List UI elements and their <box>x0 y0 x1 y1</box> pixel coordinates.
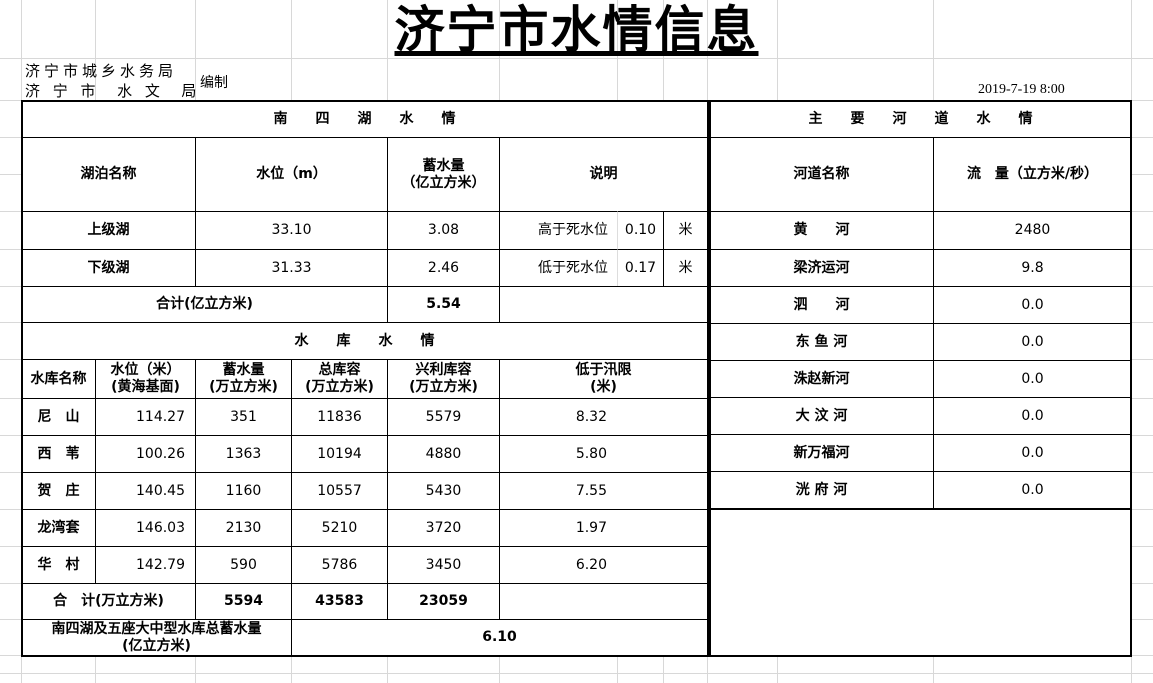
reservoir-column-header: 兴利库容 (万立方米) <box>387 359 500 399</box>
reservoir-level: 114.27 <box>95 398 196 436</box>
reservoir-column-header: 总库容 (万立方米) <box>291 359 388 399</box>
river-flow: 0.0 <box>933 360 1132 398</box>
river-name: 洸 府 河 <box>709 471 934 509</box>
river-name: 梁济运河 <box>709 249 934 287</box>
reservoir-below-flood-limit: 8.32 <box>499 398 708 436</box>
grand-total-label: 南四湖及五座大中型水库总蓄水量 (亿立方米) <box>21 619 292 656</box>
reservoir-name: 西 苇 <box>21 435 96 473</box>
river-column-header: 流 量（立方米/秒） <box>933 137 1132 212</box>
reservoir-total-storage: 5594 <box>195 583 292 620</box>
river-name: 泗 河 <box>709 286 934 324</box>
reservoir-column-header: 水库名称 <box>21 359 96 399</box>
org-name-1: 济宁市城乡水务局 <box>25 62 178 80</box>
river-flow: 0.0 <box>933 286 1132 324</box>
reservoir-column-header: 蓄水量 (万立方米) <box>195 359 292 399</box>
lake-level: 31.33 <box>195 249 388 287</box>
lake-note: 低于死水位 <box>499 249 618 287</box>
lake-unit: 米 <box>663 249 708 287</box>
reservoir-total-label: 合 计(万立方米) <box>21 583 196 620</box>
reservoir-storage: 1160 <box>195 472 292 510</box>
reservoir-below-flood-limit: 5.80 <box>499 435 708 473</box>
reservoir-storage: 1363 <box>195 435 292 473</box>
gridline <box>0 673 1153 674</box>
lake-column-header: 湖泊名称 <box>21 137 196 212</box>
lake-total-value: 5.54 <box>387 286 500 323</box>
reservoir-level: 142.79 <box>95 546 196 584</box>
reservoir-total-capacity: 43583 <box>291 583 388 620</box>
reservoir-level: 146.03 <box>95 509 196 547</box>
river-flow: 0.0 <box>933 397 1132 435</box>
report-date: 2019-7-19 8:00 <box>978 82 1065 97</box>
river-column-header: 河道名称 <box>709 137 934 212</box>
river-name: 黄 河 <box>709 211 934 250</box>
lake-name: 下级湖 <box>21 249 196 287</box>
river-name: 东 鱼 河 <box>709 323 934 361</box>
reservoir-below-flood-limit: 7.55 <box>499 472 708 510</box>
lake-level: 33.10 <box>195 211 388 250</box>
river-flow: 0.0 <box>933 434 1132 472</box>
reservoir-storage: 590 <box>195 546 292 584</box>
reservoir-total-capacity: 5210 <box>291 509 388 547</box>
lake-storage: 3.08 <box>387 211 500 250</box>
reservoir-total-useful: 23059 <box>387 583 500 620</box>
empty-cell <box>499 583 708 620</box>
empty-cell <box>499 286 708 323</box>
reservoir-name: 华 村 <box>21 546 96 584</box>
reservoir-total-capacity: 11836 <box>291 398 388 436</box>
lake-section-header: 南 四 湖 水 情 <box>21 100 708 138</box>
empty-cell <box>709 509 1132 656</box>
lake-diff: 0.17 <box>617 249 664 287</box>
reservoir-name: 尼 山 <box>21 398 96 436</box>
river-name: 大 汶 河 <box>709 397 934 435</box>
org-name-2: 济 宁 市 水 文 局 <box>25 82 201 100</box>
reservoir-name: 龙湾套 <box>21 509 96 547</box>
lake-diff: 0.10 <box>617 211 664 250</box>
lake-column-header: 说明 <box>499 137 708 212</box>
river-section-header: 主 要 河 道 水 情 <box>709 100 1132 138</box>
lake-column-header: 蓄水量 （亿立方米） <box>387 137 500 212</box>
reservoir-useful-capacity: 5579 <box>387 398 500 436</box>
reservoir-useful-capacity: 3720 <box>387 509 500 547</box>
lake-storage: 2.46 <box>387 249 500 287</box>
reservoir-level: 100.26 <box>95 435 196 473</box>
reservoir-name: 贺 庄 <box>21 472 96 510</box>
reservoir-total-capacity: 10194 <box>291 435 388 473</box>
river-flow: 0.0 <box>933 323 1132 361</box>
page-title: 济宁市水情信息 <box>394 1 759 59</box>
reservoir-useful-capacity: 5430 <box>387 472 500 510</box>
compiled-label: 编制 <box>200 75 228 91</box>
reservoir-useful-capacity: 4880 <box>387 435 500 473</box>
reservoir-below-flood-limit: 1.97 <box>499 509 708 547</box>
reservoir-below-flood-limit: 6.20 <box>499 546 708 584</box>
lake-name: 上级湖 <box>21 211 196 250</box>
reservoir-column-header: 水位（米） (黄海基面) <box>95 359 196 399</box>
river-flow: 9.8 <box>933 249 1132 287</box>
reservoir-useful-capacity: 3450 <box>387 546 500 584</box>
reservoir-storage: 2130 <box>195 509 292 547</box>
lake-column-header: 水位（m） <box>195 137 388 212</box>
lake-unit: 米 <box>663 211 708 250</box>
lake-note: 高于死水位 <box>499 211 618 250</box>
gridline <box>0 58 1153 59</box>
reservoir-column-header: 低于汛限 (米) <box>499 359 708 399</box>
grand-total-value: 6.10 <box>291 619 708 656</box>
river-name: 洙赵新河 <box>709 360 934 398</box>
reservoir-level: 140.45 <box>95 472 196 510</box>
reservoir-storage: 351 <box>195 398 292 436</box>
reservoir-section-header: 水 库 水 情 <box>21 322 708 360</box>
river-name: 新万福河 <box>709 434 934 472</box>
reservoir-total-capacity: 5786 <box>291 546 388 584</box>
reservoir-total-capacity: 10557 <box>291 472 388 510</box>
river-flow: 2480 <box>933 211 1132 250</box>
lake-total-label: 合计(亿立方米) <box>21 286 388 323</box>
river-flow: 0.0 <box>933 471 1132 509</box>
